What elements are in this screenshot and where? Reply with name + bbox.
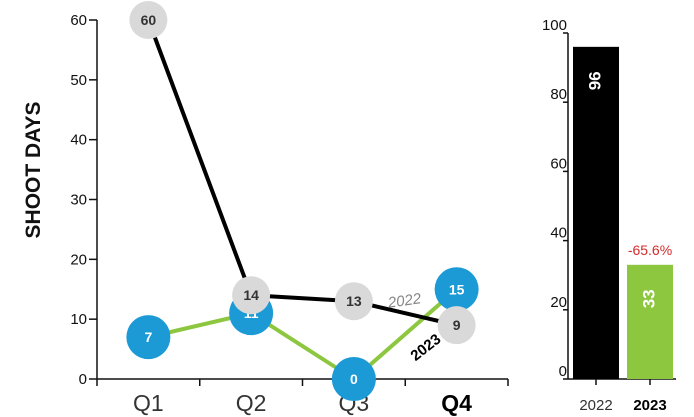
point-2023-Q4 bbox=[434, 267, 479, 312]
bar-y-tick-label: 60 bbox=[550, 155, 567, 172]
bar-y-ticks: 0 20 40 60 80 100 bbox=[542, 17, 568, 380]
point-2022-Q2 bbox=[232, 276, 271, 315]
bar-chart: 0 20 40 60 80 100 96 33 -65.6% 2022 2023 bbox=[542, 17, 676, 414]
series-lines bbox=[146, 19, 458, 381]
y-tick-label: 40 bbox=[70, 132, 87, 149]
bar-y-tick-label: 20 bbox=[550, 294, 567, 311]
bar-y-tick-label: 80 bbox=[550, 86, 567, 103]
x-ticks: Q1 Q2 Q3 Q4 bbox=[96, 379, 509, 416]
point-2022-Q4 bbox=[437, 306, 476, 345]
bar-y-tick-label: 100 bbox=[542, 17, 567, 34]
bar-2022 bbox=[573, 46, 619, 380]
series-line-2022 bbox=[146, 19, 458, 328]
bar-x-ticks: 2022 2023 bbox=[579, 379, 667, 414]
y-ticks: 0 10 20 30 40 50 60 bbox=[70, 12, 97, 388]
y-tick-label: 0 bbox=[79, 371, 87, 388]
bar-value-label: 33 bbox=[639, 289, 658, 308]
y-tick-label: 20 bbox=[70, 251, 87, 268]
point-label-2022: 60 bbox=[141, 12, 157, 28]
y-tick-label: 30 bbox=[70, 192, 87, 209]
bar-annotation: -65.6% bbox=[628, 242, 672, 258]
point-label-2023: 15 bbox=[449, 281, 465, 297]
bar-x-tick-label: 2022 bbox=[579, 397, 612, 414]
point-label-2023: 0 bbox=[350, 371, 358, 387]
point-2022-Q1 bbox=[129, 1, 168, 39]
point-label-2022: 9 bbox=[453, 317, 461, 333]
point-2022-Q3 bbox=[334, 282, 373, 321]
series-tag-2023: 2023 bbox=[407, 331, 444, 365]
bar-y-tick-label: 40 bbox=[550, 225, 567, 242]
bars: 96 33 -65.6% bbox=[573, 46, 673, 380]
series-line-2023 bbox=[147, 287, 458, 381]
x-tick-label: Q1 bbox=[133, 390, 164, 416]
point-label-2022: 13 bbox=[346, 293, 362, 309]
series-markers: 7110156014139 bbox=[126, 1, 479, 401]
point-label-2022: 14 bbox=[243, 287, 259, 303]
bar-x-tick-label: 2023 bbox=[633, 397, 666, 414]
bar-y-tick-label: 0 bbox=[559, 363, 567, 380]
x-tick-label: Q4 bbox=[441, 390, 472, 416]
point-2023-Q1 bbox=[126, 315, 171, 360]
y-tick-label: 60 bbox=[70, 12, 87, 29]
point-2023-Q3 bbox=[331, 357, 376, 401]
y-tick-label: 50 bbox=[70, 72, 87, 89]
y-axis-label: SHOOT DAYS bbox=[22, 102, 45, 239]
y-tick-label: 10 bbox=[70, 311, 87, 328]
bar-2023 bbox=[627, 264, 673, 379]
point-label-2023: 7 bbox=[144, 329, 152, 345]
bar-value-label: 96 bbox=[585, 71, 604, 90]
series-tag-2022: 2022 bbox=[386, 290, 423, 312]
x-tick-label: Q2 bbox=[236, 390, 267, 416]
